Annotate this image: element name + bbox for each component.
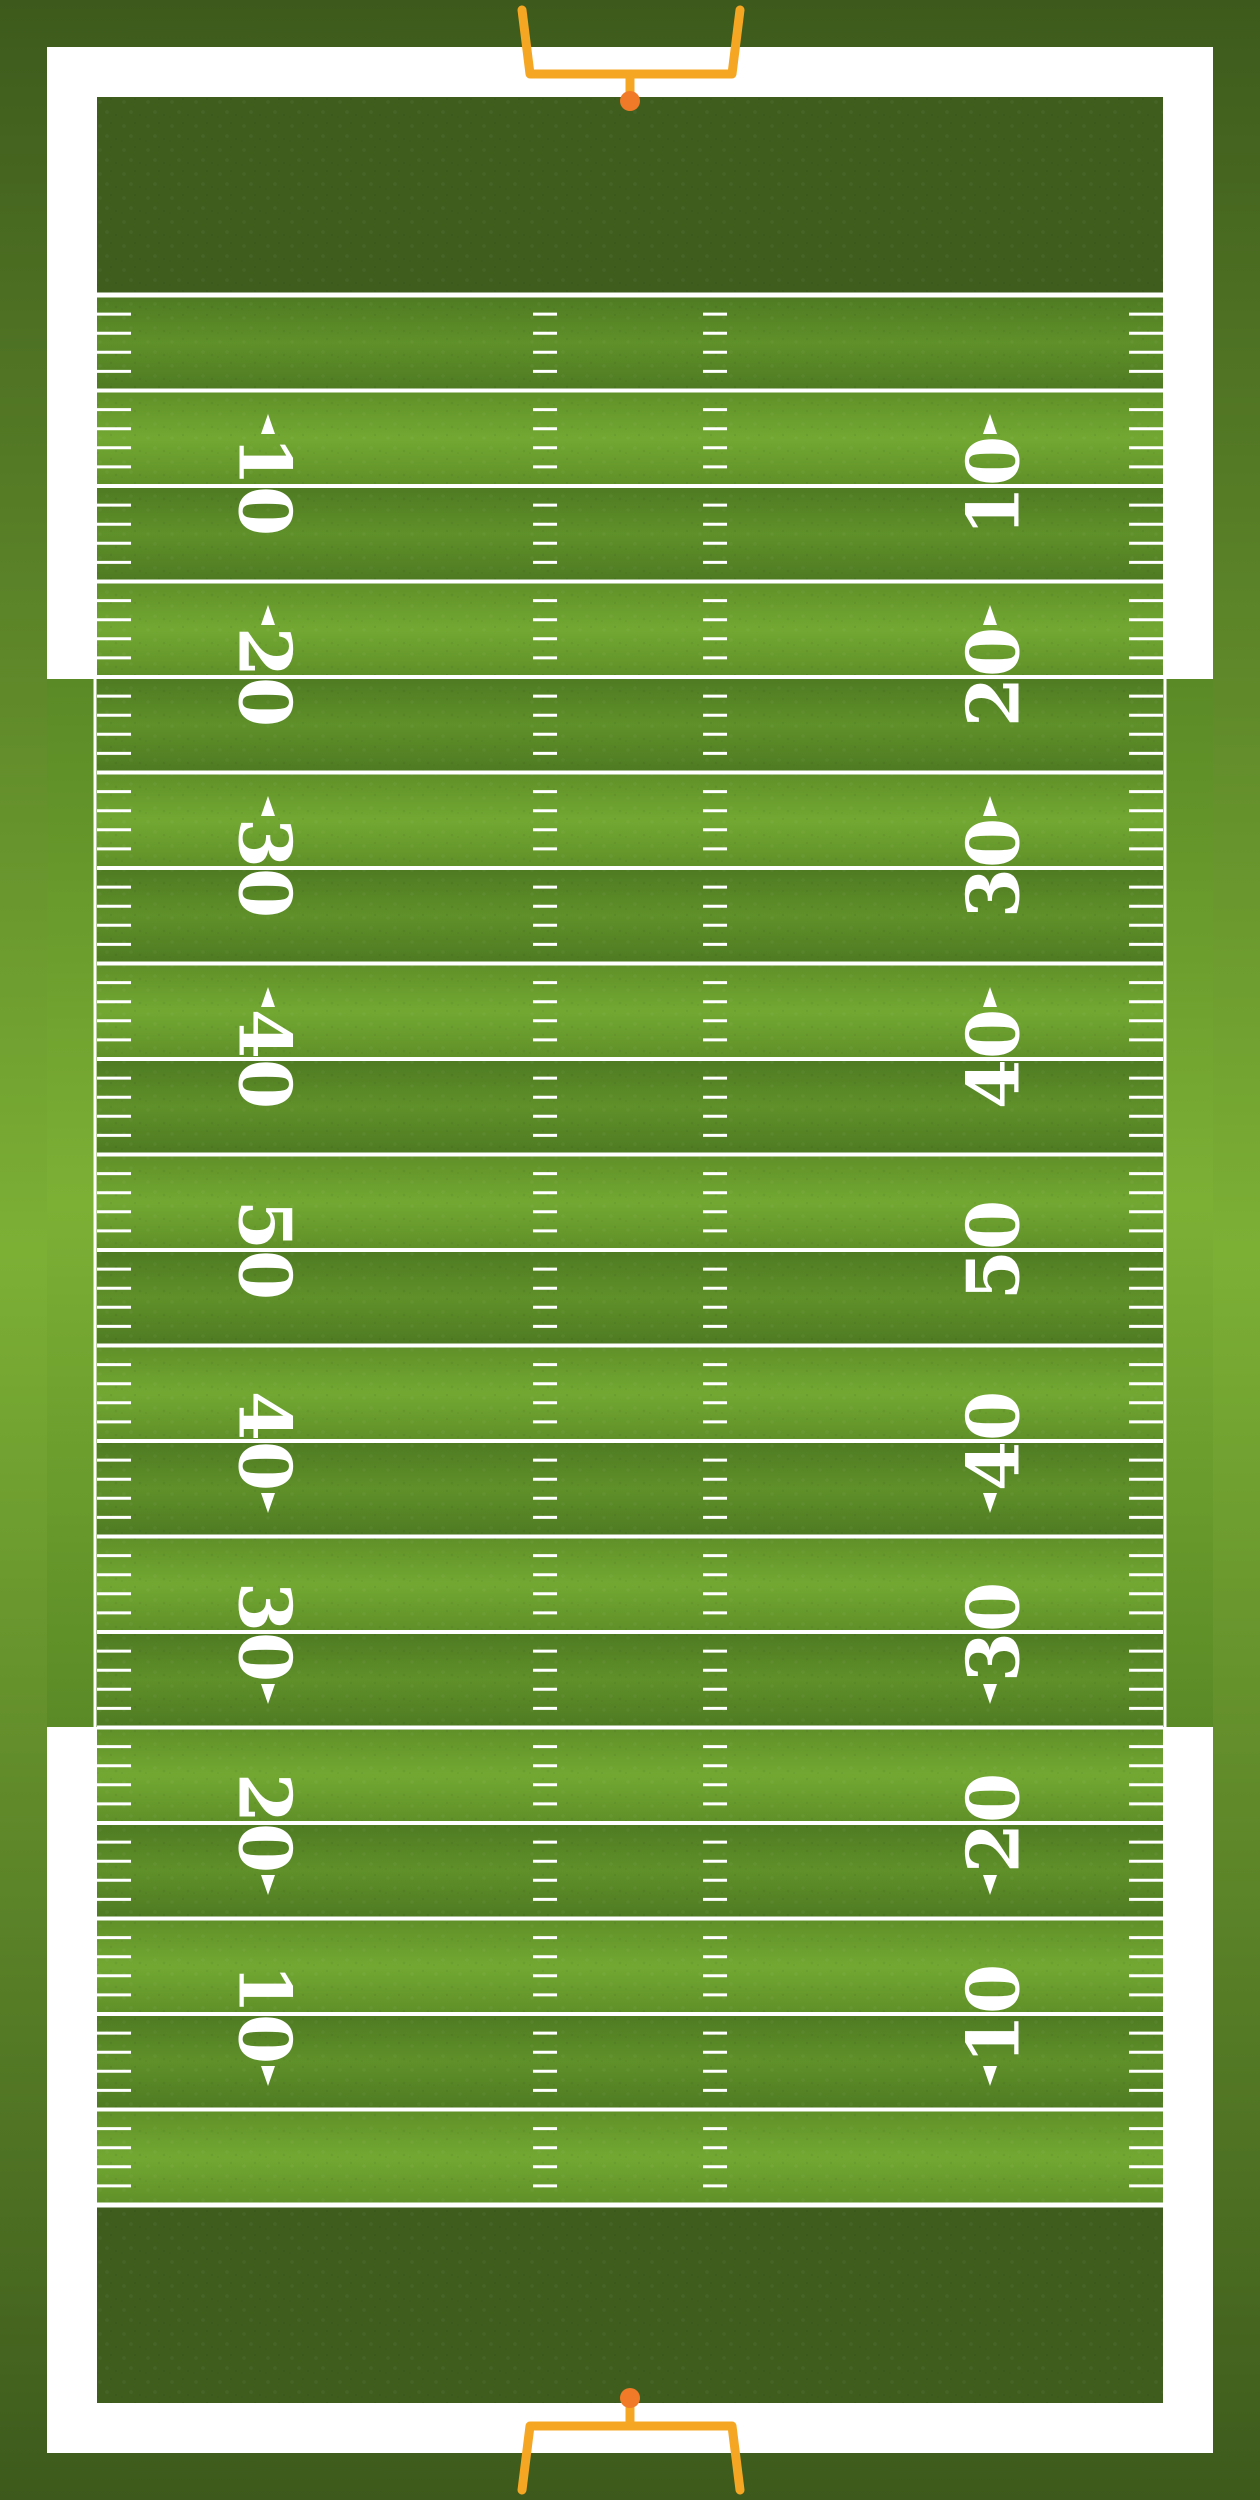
yard-numbers: 10 10 20 20 30 30 40 40 50 50 40 40 30 30 20 20 10 10 bbox=[223, 436, 1036, 2064]
sideline-area-left bbox=[47, 679, 97, 1727]
triangle-arrow-icon bbox=[261, 2066, 275, 2086]
triangle-arrow-icon bbox=[983, 2066, 997, 2086]
triangle-arrow-icon bbox=[983, 987, 997, 1007]
triangle-arrow-icon bbox=[261, 605, 275, 625]
yard-number-label: 40 bbox=[951, 1391, 1036, 1491]
yard-number-label: 10 bbox=[951, 1964, 1036, 2064]
yard-number-label: 10 bbox=[223, 1964, 308, 2064]
yard-number-label: 40 bbox=[223, 1391, 308, 1491]
triangle-arrow-icon bbox=[261, 1684, 275, 1704]
yard-number-label: 20 bbox=[951, 1773, 1036, 1873]
yard-number-label: 40 bbox=[223, 1009, 308, 1109]
goalpost-icon bbox=[517, 2401, 745, 2495]
yard-number-label: 30 bbox=[223, 1582, 308, 1682]
yard-number-label: 20 bbox=[951, 627, 1036, 727]
triangle-arrow-icon bbox=[261, 414, 275, 434]
yard-number-label: 30 bbox=[951, 818, 1036, 918]
yard-number-label: 10 bbox=[223, 436, 308, 536]
triangle-arrow-icon bbox=[983, 414, 997, 434]
triangle-arrow-icon bbox=[983, 1875, 997, 1895]
yard-number-label: 20 bbox=[223, 627, 308, 727]
yard-number-label: 20 bbox=[223, 1773, 308, 1873]
sideline-area-right bbox=[1163, 679, 1213, 1727]
triangle-arrow-icon bbox=[261, 1875, 275, 1895]
yard-number-label: 50 bbox=[951, 1200, 1036, 1300]
yard-number-label: 30 bbox=[951, 1582, 1036, 1682]
yard-number-label: 10 bbox=[951, 436, 1036, 536]
triangle-arrow-icon bbox=[983, 1684, 997, 1704]
yard-number-label: 30 bbox=[223, 818, 308, 918]
yard-number-label: 50 bbox=[223, 1200, 308, 1300]
triangle-arrow-icon bbox=[261, 1493, 275, 1513]
triangle-arrow-icon bbox=[261, 796, 275, 816]
hash-marks bbox=[97, 312, 1163, 2188]
football-icon bbox=[620, 91, 640, 111]
goalpost-icon bbox=[517, 5, 745, 99]
triangle-arrow-icon bbox=[261, 987, 275, 1007]
triangle-arrow-icon bbox=[983, 605, 997, 625]
triangle-arrow-icon bbox=[983, 796, 997, 816]
yard-number-label: 40 bbox=[951, 1009, 1036, 1109]
football-icon bbox=[620, 2388, 640, 2408]
yard-lines bbox=[97, 292, 1163, 2208]
direction-arrows bbox=[261, 414, 997, 2086]
triangle-arrow-icon bbox=[983, 1493, 997, 1513]
